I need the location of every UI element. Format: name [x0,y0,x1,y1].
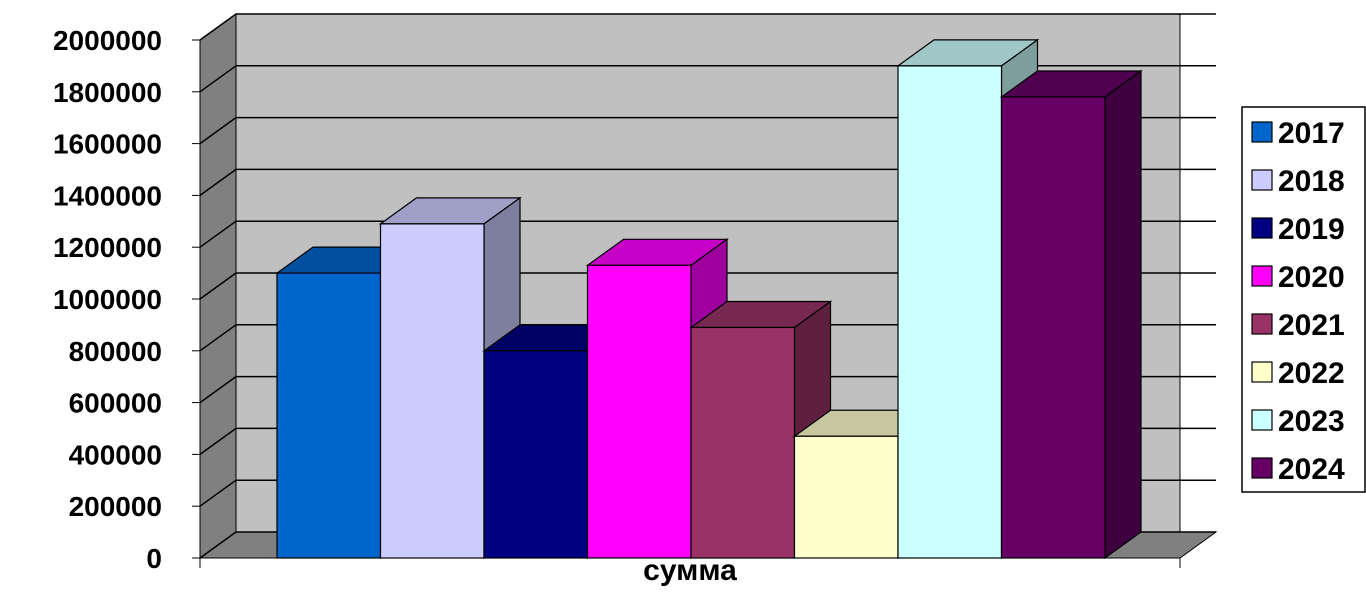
legend-label: 2018 [1278,165,1345,198]
bar-front [483,350,589,559]
legend-item-2019: 2019 [1251,213,1345,246]
legend: 2017 2018 2019 2020 2021 2022 2023 2024 [1241,106,1366,493]
bars [275,38,1143,560]
y-tick-label: 1200000 [53,232,162,263]
legend-swatch [1251,409,1273,431]
legend-swatch [1251,217,1273,239]
bar-front [690,326,796,559]
gridline-side [199,220,237,248]
y-tick-label: 0 [146,543,162,574]
y-tick-label: 1600000 [53,129,162,160]
bar-front [793,435,899,559]
gridline-side [199,116,237,145]
legend-item-2018: 2018 [1251,165,1345,198]
bar-side [1104,69,1142,560]
gridline-side [199,13,237,41]
gridline-side [199,65,237,93]
gridline-side [199,168,237,197]
bar-front [276,272,382,559]
bar-front [897,65,1003,559]
legend-item-2021: 2021 [1251,309,1345,342]
bar-2024 [999,69,1143,560]
legend-item-2017: 2017 [1251,117,1345,150]
legend-label: 2023 [1278,405,1345,438]
y-tick-label: 2000000 [53,25,162,56]
y-tick-label: 1800000 [53,77,162,108]
gridline-side [199,272,237,300]
legend-item-2024: 2024 [1251,453,1345,486]
gridline-side [199,479,237,507]
legend-label: 2020 [1278,261,1345,294]
gridline-side [199,427,237,456]
legend-label: 2024 [1278,453,1345,486]
legend-swatch [1251,313,1273,335]
x-axis-label: сумма [643,554,737,587]
legend-item-2022: 2022 [1251,357,1345,390]
legend-label: 2019 [1278,213,1345,246]
legend-swatch [1251,169,1273,191]
y-axis-ticks: 0 200000 400000 600000 800000 1000000 1200000 1… [53,25,200,574]
legend-swatch [1251,361,1273,383]
legend-label: 2021 [1278,309,1345,342]
bar-front [586,264,692,559]
y-tick-label: 400000 [69,439,162,470]
gridline-side [199,531,237,559]
legend-label: 2022 [1278,357,1345,390]
gridline-side [199,375,237,404]
bar-front [1000,96,1106,559]
bar-front [379,223,485,559]
legend-swatch [1251,121,1273,143]
gridline-side [199,324,237,352]
legend-item-2023: 2023 [1251,405,1345,438]
y-tick-label: 1400000 [53,180,162,211]
y-tick-label: 200000 [69,491,162,522]
y-tick-label: 1000000 [53,284,162,315]
legend-swatch [1251,457,1273,479]
legend-swatch [1251,265,1273,287]
y-tick-label: 600000 [69,388,162,419]
legend-label: 2017 [1278,117,1345,150]
y-tick-label: 800000 [69,336,162,367]
legend-item-2020: 2020 [1251,261,1345,294]
